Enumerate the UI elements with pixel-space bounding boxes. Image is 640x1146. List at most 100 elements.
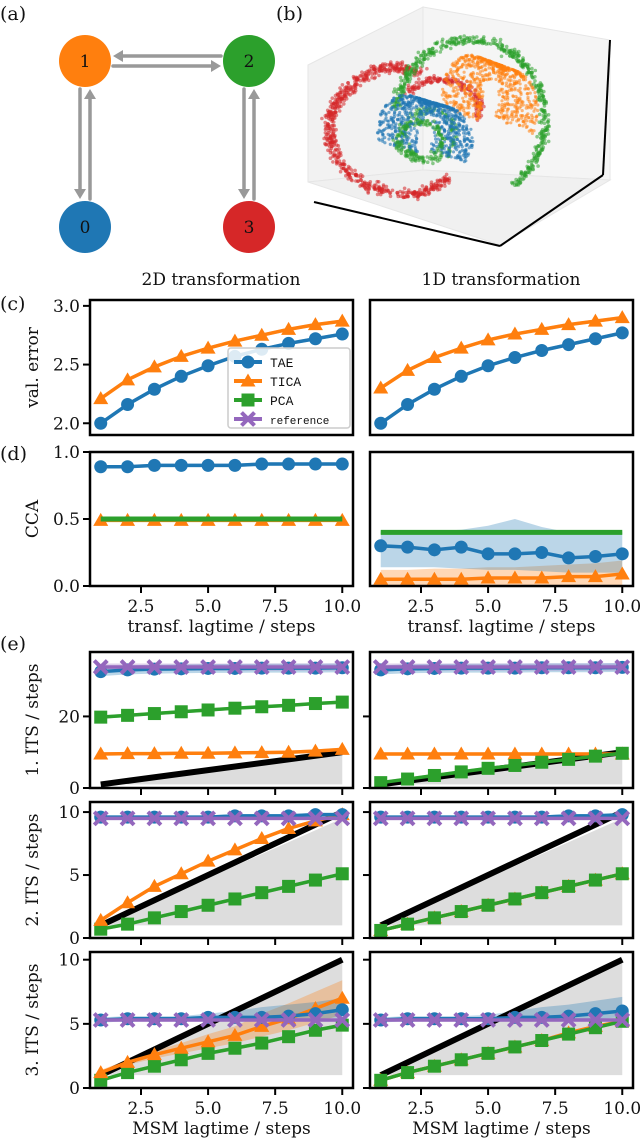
point-state-2 bbox=[449, 46, 453, 51]
legend-label-reference: reference bbox=[270, 416, 329, 428]
point-state-1 bbox=[463, 91, 467, 95]
data-point-tica bbox=[534, 321, 550, 335]
point-state-2 bbox=[404, 124, 409, 129]
state-node-label: 3 bbox=[244, 218, 255, 238]
axes-frame bbox=[88, 298, 355, 437]
x-tick-label: 7.5 bbox=[262, 597, 289, 617]
point-state-1 bbox=[449, 68, 453, 72]
point-state-1 bbox=[468, 97, 472, 101]
point-state-0 bbox=[407, 144, 411, 149]
point-state-0 bbox=[405, 138, 410, 142]
data-point-tica bbox=[254, 745, 270, 759]
point-state-0 bbox=[420, 103, 424, 107]
data-point-tica bbox=[93, 912, 109, 926]
point-state-1 bbox=[466, 59, 471, 63]
point-state-1 bbox=[535, 115, 539, 119]
point-state-2 bbox=[397, 143, 402, 147]
point-state-2 bbox=[420, 64, 425, 68]
data-point-tica bbox=[200, 745, 216, 759]
data-point-pca bbox=[562, 879, 576, 893]
panel-label-e: (e) bbox=[0, 633, 26, 655]
legend-label-tica: TICA bbox=[270, 375, 301, 390]
data-point-reference bbox=[334, 659, 351, 675]
point-state-0 bbox=[412, 126, 416, 131]
point-state-2 bbox=[414, 61, 419, 65]
point-state-2 bbox=[489, 42, 493, 46]
data-point-tica bbox=[93, 746, 109, 760]
point-state-3 bbox=[370, 72, 374, 76]
data-point-pca bbox=[508, 1040, 522, 1054]
point-state-0 bbox=[457, 151, 462, 155]
point-state-0 bbox=[392, 96, 396, 100]
point-state-2 bbox=[476, 39, 480, 43]
point-state-1 bbox=[481, 78, 486, 83]
point-state-1 bbox=[462, 100, 466, 104]
point-state-3 bbox=[383, 62, 387, 66]
point-state-0 bbox=[401, 116, 405, 120]
point-state-1 bbox=[459, 106, 463, 110]
point-state-2 bbox=[543, 115, 548, 119]
point-state-1 bbox=[507, 69, 511, 73]
point-state-2 bbox=[535, 159, 540, 163]
data-point-tica bbox=[93, 391, 109, 405]
panel-label-b: (b) bbox=[276, 3, 303, 25]
point-state-2 bbox=[498, 37, 503, 42]
data-point-tae bbox=[94, 416, 108, 430]
data-point-reference bbox=[480, 810, 496, 827]
point-state-1 bbox=[533, 103, 537, 107]
point-state-1 bbox=[528, 80, 532, 84]
data-point-pca bbox=[255, 886, 269, 900]
y-tick-label: 0.0 bbox=[53, 577, 80, 597]
data-point-pca bbox=[508, 758, 522, 772]
point-state-0 bbox=[403, 133, 407, 137]
data-point-tica bbox=[173, 745, 189, 759]
point-state-2 bbox=[513, 183, 517, 187]
data-point-reference bbox=[280, 659, 297, 675]
x-axis-label: MSM lagtime / steps bbox=[412, 1119, 591, 1139]
point-state-3 bbox=[401, 191, 405, 196]
axis-line-y bbox=[499, 174, 604, 247]
point-state-3 bbox=[355, 77, 359, 81]
data-point-reference bbox=[200, 659, 216, 675]
point-state-2 bbox=[432, 151, 436, 155]
data-point-tica bbox=[281, 820, 297, 834]
point-state-1 bbox=[480, 59, 485, 63]
point-state-1 bbox=[477, 107, 481, 111]
point-state-3 bbox=[335, 160, 339, 164]
state-node-3 bbox=[223, 201, 275, 253]
data-point-pca bbox=[535, 1034, 549, 1048]
point-state-0 bbox=[442, 114, 446, 118]
point-state-3 bbox=[352, 90, 357, 95]
point-state-1 bbox=[494, 77, 498, 81]
data-point-tica bbox=[120, 895, 136, 909]
data-point-tica bbox=[254, 1018, 270, 1032]
edge-arrow-2-1-head bbox=[113, 50, 123, 62]
data-point-pca bbox=[535, 886, 549, 900]
plot-area bbox=[372, 956, 631, 1087]
point-state-2 bbox=[398, 126, 402, 131]
data-point-tae bbox=[374, 539, 388, 553]
y-tick-label: 2.0 bbox=[53, 414, 80, 434]
point-state-0 bbox=[432, 130, 436, 135]
axes-d-left: 0.0 0.5 1.0 2.5 5.0 7.5 10.0 transf. lagtime / … bbox=[23, 443, 361, 637]
point-state-2 bbox=[440, 141, 444, 145]
point-state-1 bbox=[517, 123, 522, 127]
point-state-0 bbox=[462, 139, 466, 144]
data-point-pca bbox=[201, 703, 215, 717]
point-state-3 bbox=[332, 135, 337, 140]
point-state-3 bbox=[443, 184, 447, 188]
axes-e1-left: 0 20 1. ITS / steps bbox=[23, 650, 355, 799]
point-state-3 bbox=[388, 68, 393, 73]
point-state-0 bbox=[436, 137, 440, 141]
point-state-3 bbox=[356, 179, 360, 184]
point-state-2 bbox=[515, 51, 520, 56]
point-state-0 bbox=[443, 134, 447, 138]
point-state-2 bbox=[421, 61, 425, 65]
point-state-3 bbox=[385, 188, 389, 192]
y-axis-label: 3. ITS / steps bbox=[23, 963, 43, 1076]
point-state-1 bbox=[506, 66, 510, 70]
point-state-3 bbox=[343, 93, 348, 98]
point-state-1 bbox=[470, 75, 474, 79]
point-state-0 bbox=[388, 142, 392, 146]
point-state-3 bbox=[346, 164, 351, 169]
